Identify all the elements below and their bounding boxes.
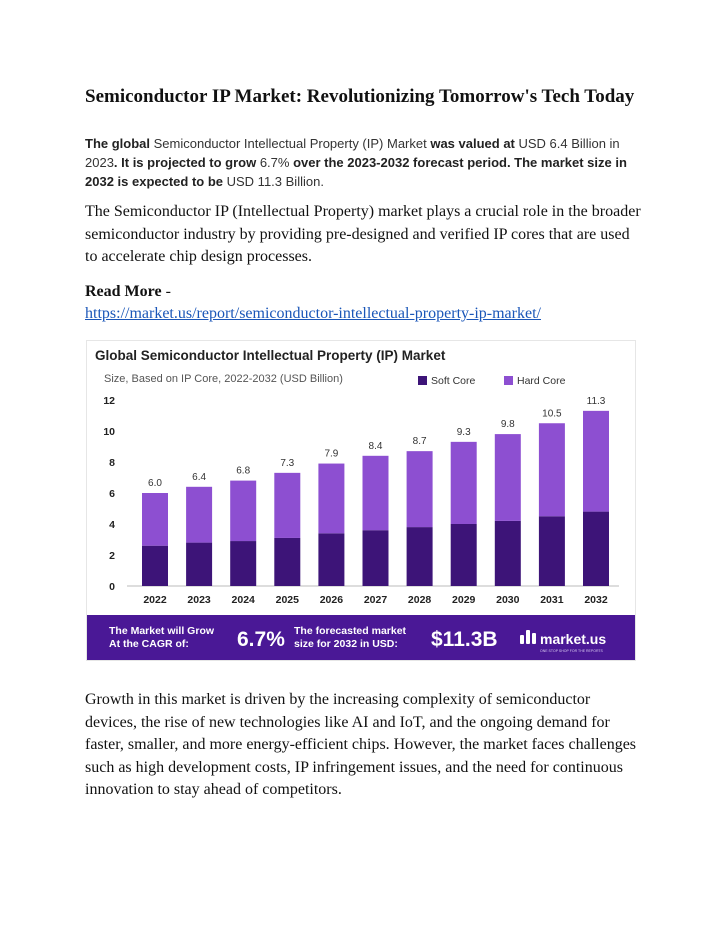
banner-background [87,615,635,660]
x-tick-label: 2024 [232,594,256,606]
x-tick-label: 2022 [143,594,167,606]
plot-area: 0 2 4 6 8 10 12 6.0 2022 6.4 2023 6.8 2024 7.3 2025 7.9… [103,395,619,606]
summary-text-3: 6.7% [256,155,294,170]
bar-soft-core [538,516,565,586]
chart-svg: Global Semiconductor Intellectual Proper… [87,348,635,660]
x-tick-label: 2025 [276,594,300,606]
banner-grow-label-2: At the CAGR of: [109,638,189,650]
bar-hard-core [583,410,609,512]
y-tick-label: 2 [109,550,115,562]
y-tick-label: 12 [103,395,115,407]
article-title: Semiconductor IP Market: Revolutionizing… [85,86,635,107]
bar-soft-core [362,530,389,586]
cagr-banner: The Market will Grow At the CAGR of: 6.7… [87,615,635,660]
bar-total-label: 6.8 [236,466,250,477]
intro-paragraph: The Semiconductor IP (Intellectual Prope… [85,203,641,265]
x-tick-label: 2030 [496,594,520,606]
summary-bold-2: was valued at [430,136,515,151]
bar-hard-core [538,423,565,517]
bar-soft-core [494,520,521,586]
banner-forecast-label-1: The forecasted market [294,625,407,637]
bar-soft-core [450,524,477,586]
chart-subtitle: Size, Based on IP Core, 2022-2032 (USD B… [104,373,343,385]
x-tick-label: 2023 [187,594,211,606]
legend-soft-core-swatch [418,376,427,385]
read-more-separator: - [161,283,171,300]
bar-total-label: 6.4 [192,472,206,483]
bar-hard-core [494,434,521,521]
summary-bold-1: The global [85,136,150,151]
banner-forecast-label-2: size for 2032 in USD: [294,638,398,650]
banner-brand: market.us [540,631,606,647]
legend-hard-core-label: Hard Core [517,375,566,387]
bar-soft-core [230,541,257,586]
bar-total-label: 9.8 [501,419,515,430]
y-tick-label: 8 [109,457,115,469]
bar-total-label: 11.3 [587,396,606,407]
summary-text-1: Semiconductor Intellectual Property (IP)… [150,136,431,151]
summary-text-4: USD 11.3 Billion. [223,174,324,189]
summary-bold-3: . It is projected to grow [113,155,257,170]
y-tick-label: 4 [109,519,115,531]
bar-total-label: 7.3 [280,458,294,469]
growth-paragraph: Growth in this market is driven by the i… [85,691,637,798]
bar-hard-core [230,480,257,542]
bar-hard-core [142,493,168,546]
read-more: Read More - https://market.us/report/sem… [85,281,645,325]
bar-soft-core [583,511,609,586]
banner-brand-tagline: ONE STOP SHOP FOR THE REPORTS [540,649,604,653]
bar-soft-core [142,545,168,586]
bar-total-label: 8.4 [369,441,383,452]
banner-grow-label-1: The Market will Grow [109,625,215,637]
summary-bold-4: over the 2023-2032 forecast period. The … [85,155,627,189]
bar-total-label: 9.3 [457,427,471,438]
bar-hard-core [186,486,213,543]
bar-hard-core [450,441,477,524]
bar-hard-core [274,472,301,538]
bar-soft-core [186,542,213,586]
bar-soft-core [274,537,301,586]
market-us-logo-icon [520,630,536,644]
y-tick-label: 10 [103,426,115,438]
x-tick-label: 2029 [452,594,476,606]
bar-total-label: 7.9 [324,449,338,460]
y-tick-label: 0 [109,581,115,593]
chart-title: Global Semiconductor Intellectual Proper… [95,348,446,363]
x-tick-label: 2027 [364,594,388,606]
x-tick-label: 2031 [540,594,564,606]
bar-total-label: 8.7 [413,436,427,447]
bar-total-label: 6.0 [148,478,162,489]
read-more-link[interactable]: https://market.us/report/semiconductor-i… [85,305,541,322]
bar-total-label: 10.5 [542,408,562,419]
legend-soft-core-label: Soft Core [431,375,476,387]
bar-hard-core [406,451,433,528]
bar-soft-core [318,533,345,586]
legend-hard-core-swatch [504,376,513,385]
summary-text-2: USD 6.4 Billion in 2023 [85,136,620,170]
bar-soft-core [406,527,433,586]
y-tick-label: 6 [109,488,115,500]
bar-hard-core [362,455,389,531]
banner-forecast-value: $11.3B [431,628,498,651]
read-more-label: Read More [85,283,162,300]
bar-hard-core [318,463,345,534]
summary-paragraph: The global Semiconductor Intellectual Pr… [85,134,645,191]
x-tick-label: 2028 [408,594,432,606]
x-tick-label: 2032 [584,594,608,606]
banner-cagr-value: 6.7% [237,628,285,651]
x-tick-label: 2026 [320,594,344,606]
market-infographic: Global Semiconductor Intellectual Proper… [86,340,636,661]
